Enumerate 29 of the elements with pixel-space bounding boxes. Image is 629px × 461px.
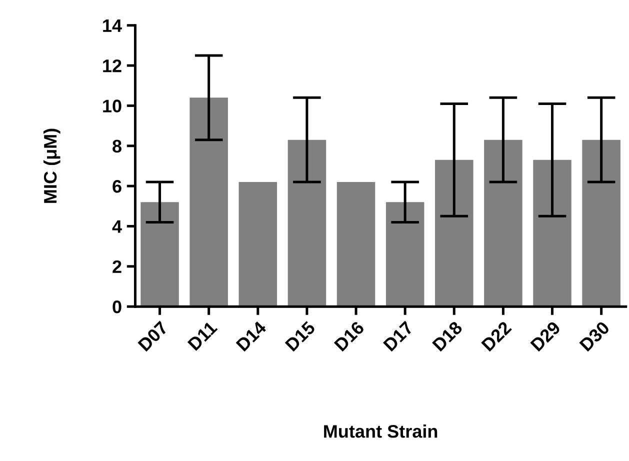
bar (238, 182, 278, 307)
bar (140, 202, 179, 307)
x-tick-label: D14 (236, 320, 268, 352)
y-tick-label: 2 (112, 260, 122, 273)
bar (190, 98, 228, 307)
y-tick-label: 10 (103, 100, 122, 112)
bar (435, 160, 474, 307)
x-tick-label: D17 (382, 320, 414, 352)
y-tick-label: 14 (103, 19, 122, 32)
x-tick-label: D30 (579, 320, 610, 352)
x-tick-label: D16 (334, 320, 365, 352)
y-tick-label: 4 (112, 220, 122, 233)
x-tick-label: D18 (432, 320, 464, 352)
x-tick-label: D29 (530, 320, 562, 352)
bar (484, 140, 522, 307)
bar (533, 160, 572, 307)
y-tick-label: 6 (112, 180, 122, 193)
y-tick-label: 12 (103, 59, 122, 72)
y-tick-label: 8 (112, 140, 122, 153)
bar (336, 182, 376, 307)
x-axis-title: Mutant Strain (324, 424, 438, 438)
x-tick-label: D15 (284, 320, 316, 352)
x-tick-label: D11 (187, 320, 218, 351)
x-tick-label: D22 (480, 320, 512, 352)
y-axis-title: MIC (μM) (43, 128, 60, 203)
bar (582, 140, 620, 307)
y-tick-label: 0 (112, 300, 122, 314)
bar (386, 202, 424, 307)
bar (288, 140, 326, 307)
